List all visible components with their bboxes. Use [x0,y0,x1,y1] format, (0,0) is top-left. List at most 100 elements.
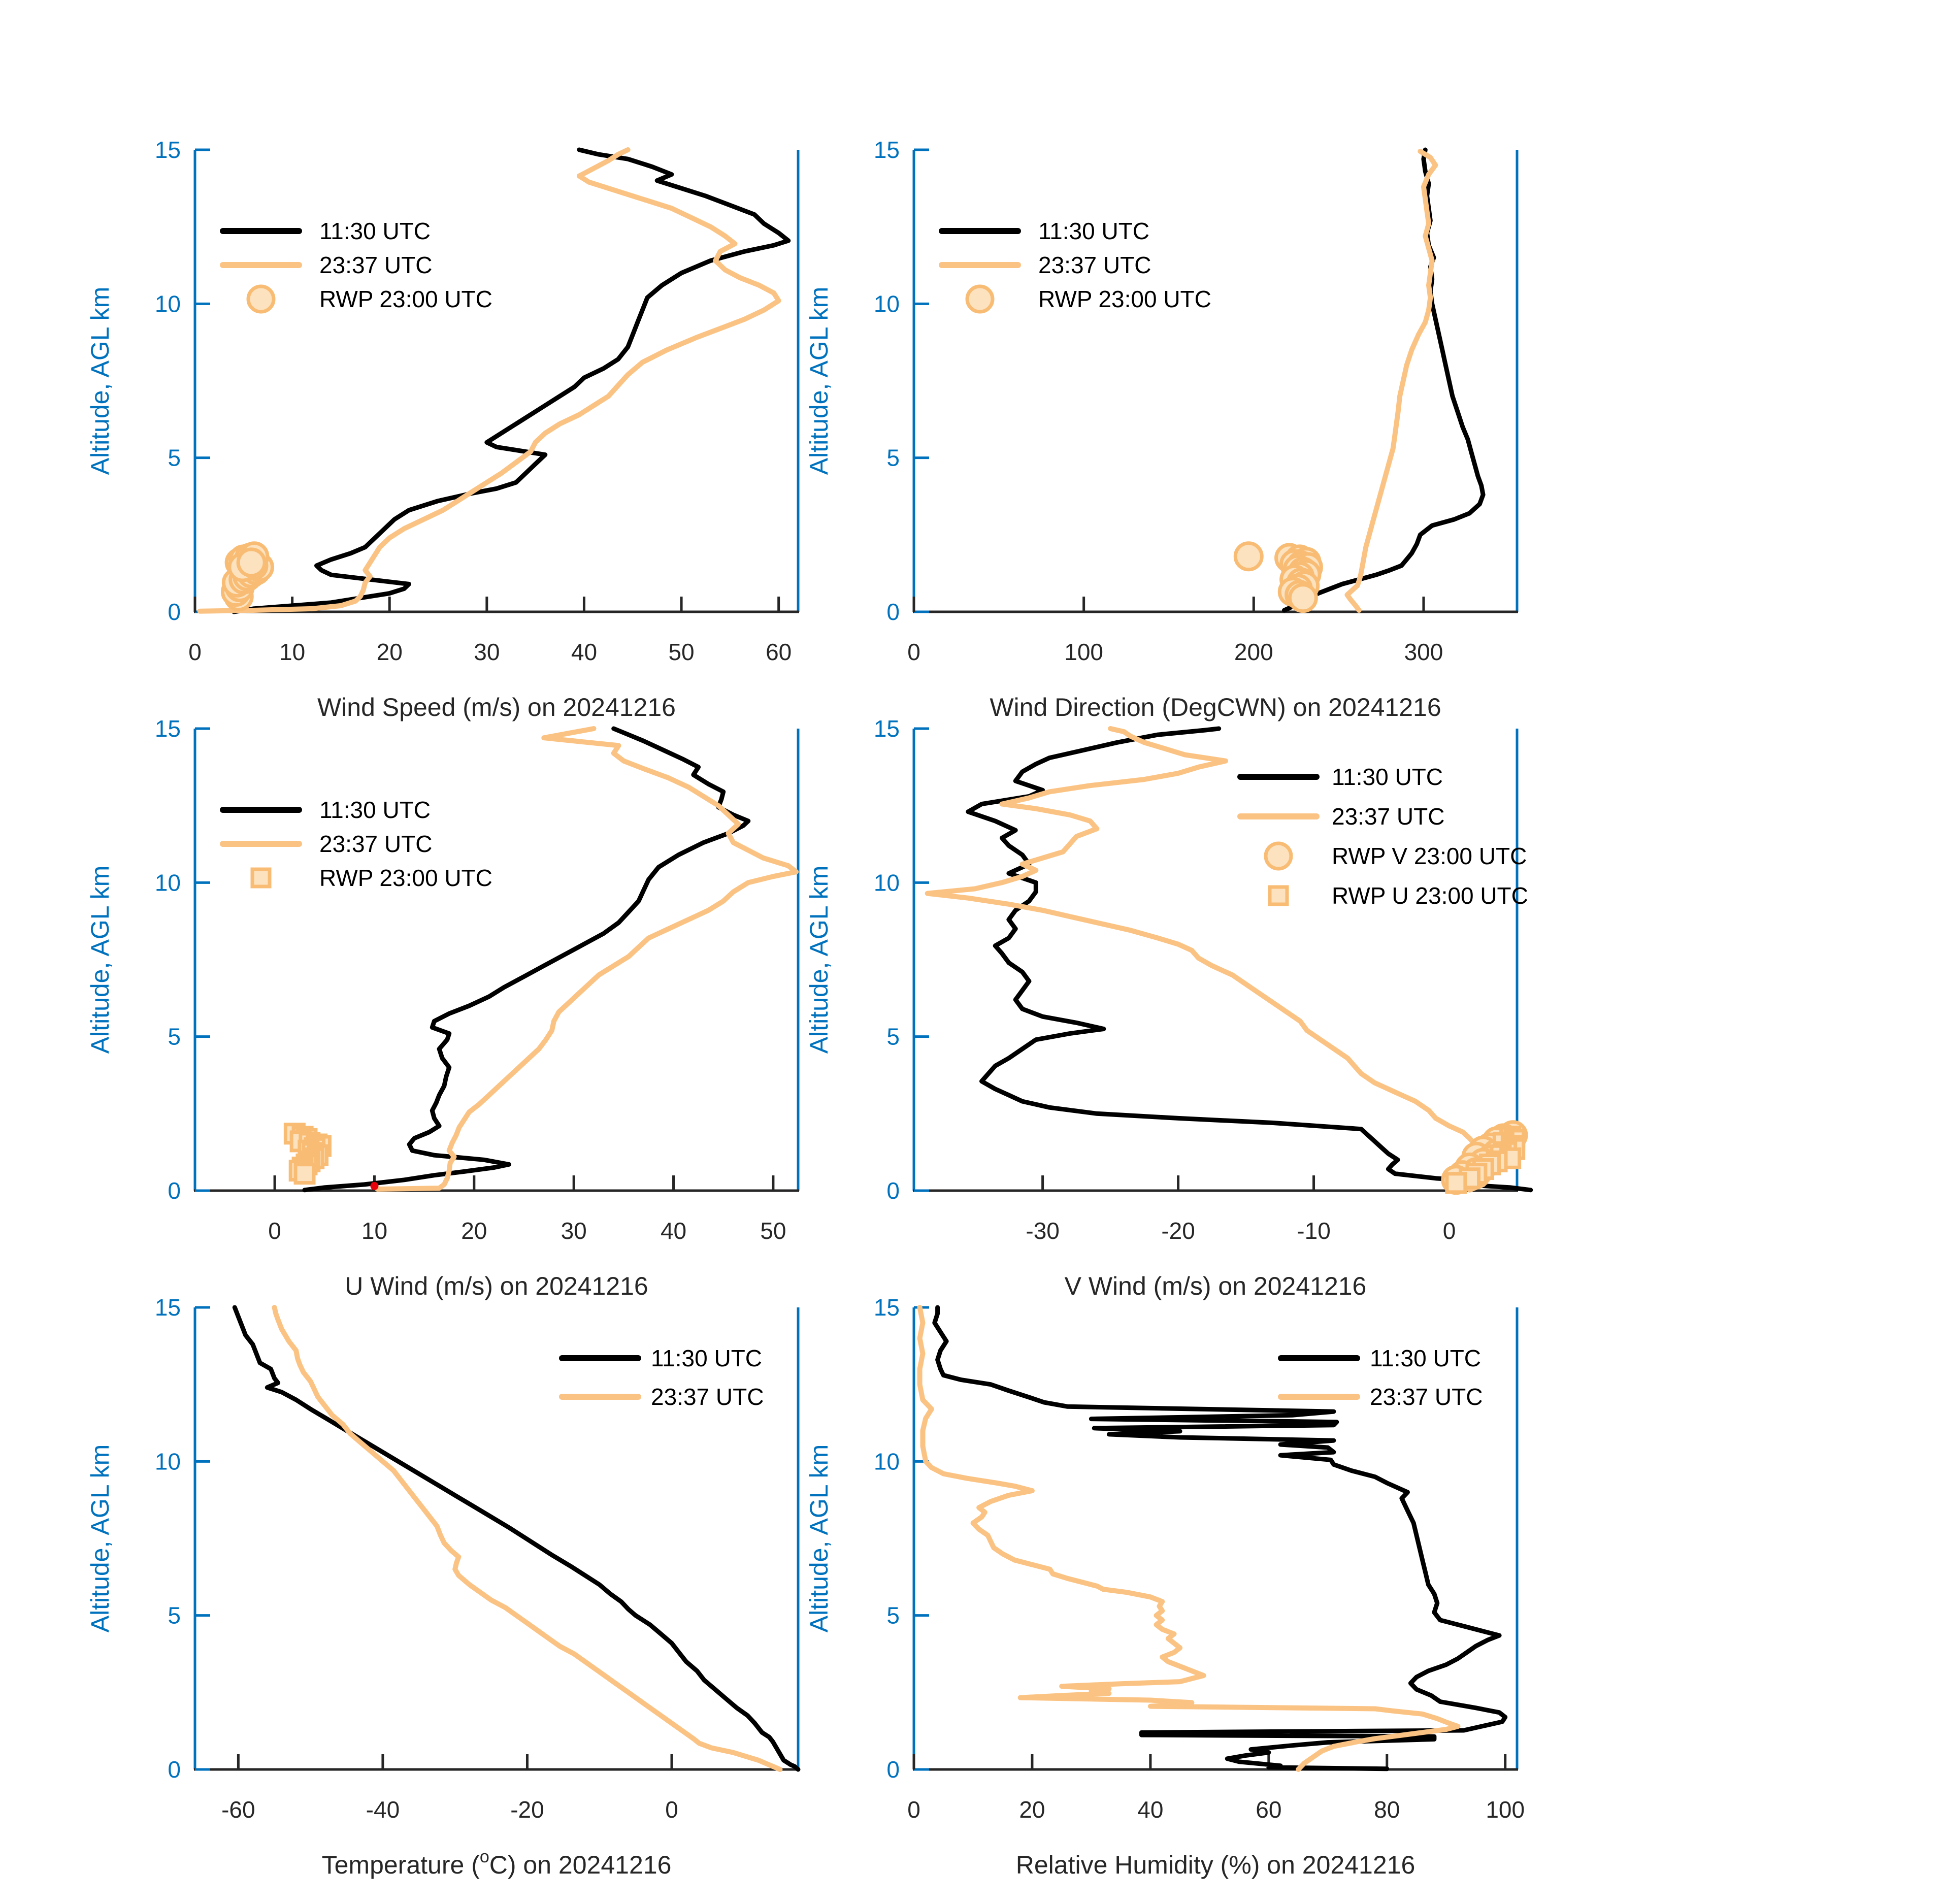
legend-label: 11:30 UTC [1332,764,1443,790]
v-wind-ylabel: Altitude, AGL km [805,866,833,1054]
u-wind-xlabel: U Wind (m/s) on 20241216 [345,1272,648,1300]
legend-circle-marker [1264,841,1293,871]
legend-label: 23:37 UTC [1038,252,1151,278]
legend-label: 11:30 UTC [1038,218,1149,244]
y-tick-label: 0 [168,1177,181,1204]
x-tick-label: 100 [1064,639,1103,665]
x-tick-label: 0 [188,639,202,665]
legend-label: 11:30 UTC [651,1345,762,1371]
wind-direction-series-1130UTC [1282,147,1486,613]
x-tick-label: -20 [1161,1218,1195,1244]
red-dot-marker [370,1181,379,1190]
wind-direction-xlabel: Wind Direction (DegCWN) on 20241216 [990,693,1441,721]
x-tick-label: -40 [366,1796,400,1823]
x-tick-label: 20 [1019,1796,1045,1823]
legend-label: 23:37 UTC [319,252,432,278]
y-tick-label: 0 [886,1756,900,1783]
legend-label: 11:30 UTC [319,218,431,244]
x-tick-label: -30 [1026,1218,1059,1244]
wind-speed-series-2337UTC [197,147,781,614]
y-tick-label: 5 [886,1024,900,1050]
legend-label: RWP U 23:00 UTC [1332,882,1528,909]
y-tick-label: 15 [874,1294,900,1321]
x-tick-label: 50 [760,1218,786,1244]
rwp-circle-marker [1233,541,1264,572]
y-tick-label: 0 [886,599,900,625]
y-tick-label: 5 [886,445,900,471]
temperature-ylabel: Altitude, AGL km [86,1445,114,1633]
y-tick-label: 10 [874,1448,900,1474]
legend-label: RWP 23:00 UTC [319,286,492,312]
rwp-circle-marker [1288,583,1318,613]
y-tick-label: 15 [155,137,181,163]
v-wind-series-1130UTC [966,726,1533,1193]
wind-speed-ylabel: Altitude, AGL km [86,287,114,475]
wind-direction-series-2337UTC [1344,149,1438,613]
x-tick-label: 30 [561,1218,587,1244]
y-tick-label: 5 [168,1602,181,1629]
legend-square-marker [1268,885,1289,906]
legend-label: RWP V 23:00 UTC [1332,843,1527,869]
wind-direction-panel: 0 5 10 15 0 100 200 300 Wind Direction (DegCWN) … [805,137,1519,721]
relative-humidity-series-2337UTC [917,1305,1461,1772]
y-tick-label: 10 [155,290,181,317]
x-tick-label: 30 [474,639,500,665]
v-wind-panel: 0 5 10 15 -30 -20 -10 0 V Wind (m/s) on 20241216… [805,715,1533,1300]
temperature-series-1130UTC [232,1305,801,1772]
x-tick-label: 40 [571,639,597,665]
y-tick-label: 0 [168,1756,181,1783]
x-tick-label: 0 [907,639,920,665]
x-tick-label: 0 [268,1218,281,1244]
y-tick-label: 10 [155,1448,181,1474]
x-tick-label: 20 [461,1218,487,1244]
legend-label: RWP 23:00 UTC [1038,286,1211,312]
x-tick-label: 300 [1404,639,1443,665]
y-tick-label: 0 [886,1177,900,1204]
y-tick-label: 0 [168,599,181,625]
y-tick-label: 5 [168,1024,181,1050]
relative-humidity-series-1130UTC [932,1305,1508,1771]
legend-label: 23:37 UTC [1332,803,1444,830]
legend-square-marker [250,867,272,889]
x-tick-label: 10 [279,639,305,665]
y-tick-label: 5 [168,445,181,471]
x-tick-label: 60 [766,639,792,665]
x-tick-label: 40 [661,1218,686,1244]
x-tick-label: 60 [1256,1796,1281,1823]
v-wind-series-2337UTC [925,726,1499,1193]
wind-speed-xlabel: Wind Speed (m/s) on 20241216 [317,693,676,721]
legend-label: 23:37 UTC [1370,1384,1483,1410]
legend-label: 11:30 UTC [1370,1345,1481,1371]
y-tick-label: 10 [874,869,900,896]
u-wind-ylabel: Altitude, AGL km [86,866,114,1054]
v-wind-xlabel: V Wind (m/s) on 20241216 [1065,1272,1367,1300]
y-tick-label: 15 [155,1294,181,1321]
relative-humidity-xlabel: Relative Humidity (%) on 20241216 [1016,1851,1416,1879]
u-wind-panel: 0 5 10 15 0 10 20 30 40 50 U Wind (m/s) on 2024121… [86,715,800,1300]
x-tick-label: 100 [1486,1796,1525,1823]
wind-speed-series-1130UTC [232,147,791,614]
temperature-xlabel: Temperature (oC) on 20241216 [322,1847,672,1879]
temperature-series-2337UTC [272,1305,783,1772]
legend-label: 11:30 UTC [319,797,431,823]
x-tick-label: 80 [1374,1796,1400,1823]
rwp-square-marker [293,1163,316,1185]
wind-direction-ylabel: Altitude, AGL km [805,287,833,475]
x-tick-label: 40 [1137,1796,1163,1823]
x-tick-label: -10 [1297,1218,1330,1244]
legend-label: RWP 23:00 UTC [319,865,492,891]
legend-label: 23:37 UTC [651,1384,764,1410]
rwp-square-marker [1445,1172,1467,1194]
wind-speed-panel: 0 5 10 15 0 10 20 30 40 50 60 Wind Speed (m/s) on 2… [86,137,800,721]
x-tick-label: 0 [907,1796,920,1823]
y-tick-label: 10 [155,869,181,896]
y-tick-label: 10 [874,290,900,317]
x-tick-label: 10 [361,1218,387,1244]
temperature-panel: 0 5 10 15 -60 -40 -20 0 Temperature (oC) on 2024… [86,1294,801,1879]
x-tick-label: 50 [668,639,694,665]
x-tick-label: 0 [665,1796,678,1823]
y-tick-label: 15 [155,715,181,742]
legend-circle-marker [246,284,276,314]
